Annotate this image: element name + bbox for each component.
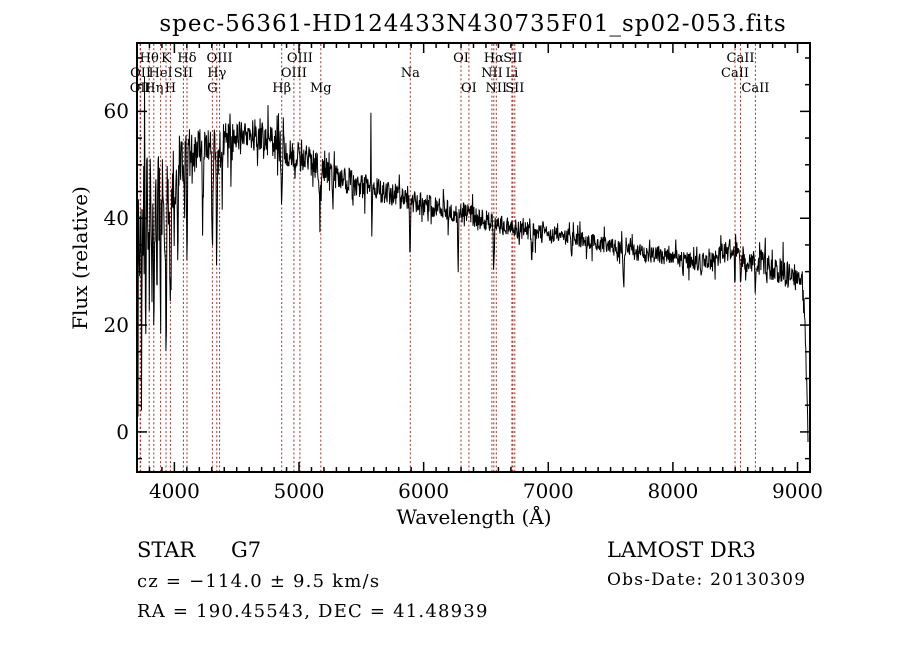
spectral-line-label-sii-6731: SII: [505, 81, 525, 96]
spectral-line-label-g-4305: G: [207, 81, 218, 96]
spectral-line-label-hei-3889: HeI: [148, 66, 173, 81]
spectral-line-label-caii-8542: CaII: [726, 51, 755, 66]
x-tick-label-5000: 5000: [273, 479, 325, 503]
spectral-line-label-oiii-5007: OIII: [286, 51, 313, 66]
spectral-line-label-nii-6583: NII: [485, 81, 508, 96]
spectral-line-label-oii-3726: OII: [129, 81, 151, 96]
spectral-line-label-hβ-4861: Hβ: [272, 81, 292, 96]
spectral-line-label-k-3933: K: [161, 51, 171, 66]
x-axis-label: Wavelength (Å): [396, 505, 552, 529]
x-tick-label-7000: 7000: [522, 479, 574, 503]
x-tick-label-9000: 9000: [772, 479, 823, 503]
spectral-line-label-caii-8662: CaII: [741, 81, 770, 96]
spectral-line-label-caii-8498: CaII: [721, 66, 749, 81]
spectral-line-label-hη-3835: Hη: [144, 81, 164, 96]
x-tick-label-6000: 6000: [398, 479, 450, 503]
page-title: spec-56361-HD124433N430735F01_sp02-053.f…: [159, 11, 787, 37]
y-tick-label-0: 0: [116, 419, 129, 444]
spectral-line-label-hδ-4101: Hδ: [177, 51, 197, 66]
x-tick-label-8000: 8000: [647, 479, 699, 503]
radial-velocity: cz = −114.0 ± 9.5 km/s: [137, 571, 381, 592]
spectral-line-label-oiii-4959: OIII: [280, 66, 307, 81]
coordinates: RA = 190.45543, DEC = 41.48939: [137, 601, 489, 622]
spectral-line-label-hθ-3798: Hθ: [139, 51, 159, 66]
survey-name: LAMOST DR3: [607, 538, 756, 562]
y-tick-label-60: 60: [103, 99, 129, 124]
spectral-line-label-oi-6300: OI: [453, 51, 469, 66]
observation-date: Obs-Date: 20130309: [607, 570, 807, 590]
spectral-line-label-h-3968: H: [164, 81, 177, 96]
spectral-line-label-li-6708: Li: [505, 66, 519, 81]
spectral-line-label-sii-6716: SII: [503, 51, 523, 66]
spectral-line-label-nii-6548: NII: [481, 66, 503, 81]
x-tick-label-4000: 4000: [148, 479, 200, 503]
spectral-line-label-oiii-4363: OIII: [206, 51, 233, 66]
spectrum-trace: [136, 76, 809, 443]
spectral-line-label-mg-5175: Mg: [309, 81, 332, 96]
spectral-line-label-oii-3729: OII: [130, 66, 152, 81]
spectral-line-label-na-5893: Na: [400, 66, 420, 81]
object-subclass: G7: [231, 538, 262, 562]
object-class: STAR: [137, 538, 196, 562]
spectral-line-label-sii-4072: SII: [173, 66, 193, 81]
spectral-line-label-hα-6563: Hα: [483, 51, 504, 66]
spectral-line-label-oi-6363: OI: [460, 81, 477, 96]
y-tick-label-20: 20: [103, 313, 129, 338]
y-tick-label-40: 40: [103, 206, 129, 231]
spectral-line-label-hγ-4340: Hγ: [207, 66, 227, 81]
